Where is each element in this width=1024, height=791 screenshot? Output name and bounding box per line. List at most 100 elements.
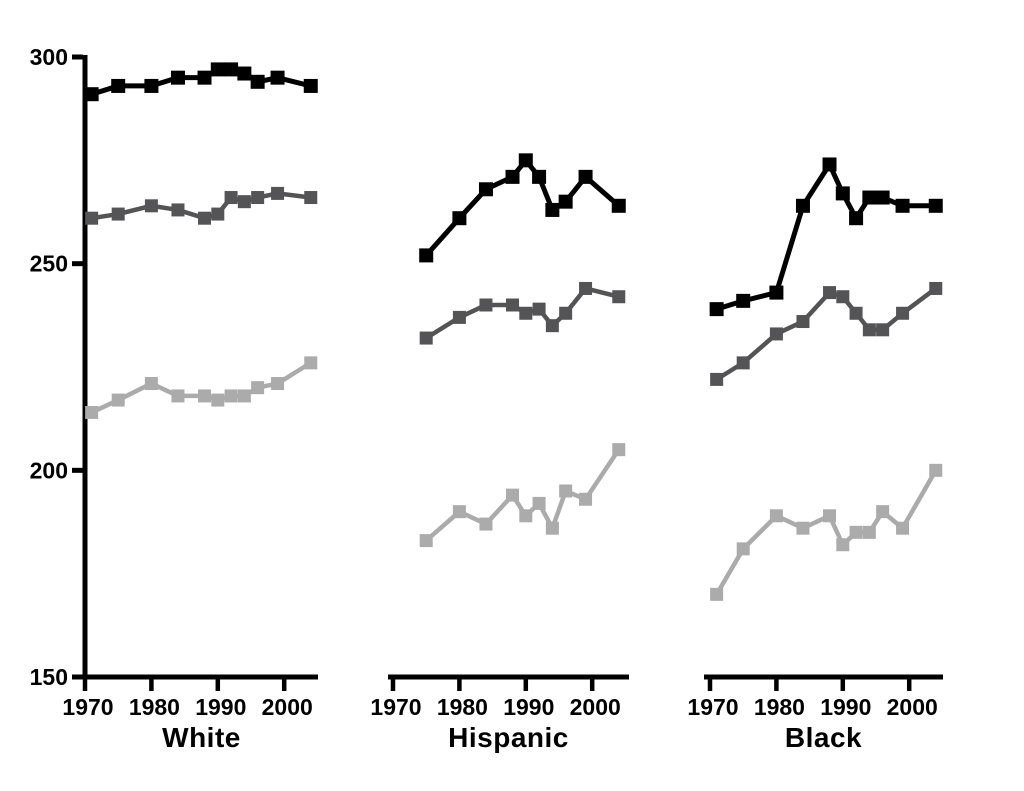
hispanic-series-light-gray: [419, 443, 626, 548]
panel-white: 1970 1980 1990 2000 White: [62, 62, 318, 753]
data-point-marker: [84, 87, 99, 102]
data-point-marker: [270, 70, 285, 85]
data-point-marker: [532, 496, 546, 510]
data-point-marker: [111, 207, 125, 221]
data-point-marker: [545, 319, 559, 333]
data-point-marker: [211, 393, 225, 407]
x-axis-tick-label: 1990: [195, 694, 246, 720]
data-point-marker: [211, 207, 225, 221]
data-point-marker: [710, 587, 724, 601]
data-point-marker: [849, 211, 864, 226]
data-point-marker: [836, 538, 850, 552]
data-point-marker: [862, 323, 876, 337]
x-axis-tick-label: 1970: [370, 694, 421, 720]
panel-black: 1970 1980 1990 2000 Black: [687, 157, 943, 753]
data-point-marker: [505, 169, 520, 184]
data-point-marker: [479, 298, 493, 312]
data-point-marker: [796, 315, 810, 329]
data-point-marker: [271, 186, 285, 200]
data-point-marker: [303, 78, 318, 93]
data-point-marker: [769, 327, 783, 341]
data-point-marker: [532, 302, 546, 316]
data-point-marker: [170, 70, 185, 85]
data-point-marker: [928, 198, 943, 213]
panel-label-black: Black: [785, 722, 862, 753]
data-point-marker: [835, 186, 850, 201]
x-axis-tick-label: 1980: [437, 694, 488, 720]
data-point-marker: [144, 199, 158, 213]
data-point-marker: [795, 198, 810, 213]
y-axis: 150 200 250 300: [30, 44, 88, 690]
x-axis-tick-label: 2000: [570, 694, 621, 720]
data-point-marker: [769, 509, 783, 523]
data-point-marker: [250, 74, 265, 89]
data-point-marker: [251, 381, 265, 395]
data-point-marker: [171, 389, 185, 403]
black-series-dark-gray: [710, 281, 943, 386]
data-point-marker: [251, 191, 265, 205]
series-line-dark-gray: [425, 285, 620, 340]
data-point-marker: [111, 393, 125, 407]
x-axis-tick-label: 2000: [887, 694, 938, 720]
data-point-marker: [896, 306, 910, 320]
series-line-black: [424, 156, 621, 258]
data-point-marker: [224, 191, 238, 205]
data-point-marker: [736, 356, 750, 370]
data-point-marker: [929, 463, 943, 477]
data-point-marker: [875, 190, 890, 205]
data-point-marker: [271, 377, 285, 391]
data-point-marker: [452, 310, 466, 324]
data-point-marker: [796, 521, 810, 535]
data-point-marker: [578, 169, 593, 184]
data-point-marker: [579, 492, 593, 506]
data-point-marker: [849, 525, 863, 539]
x-axis-tick-label: 1970: [687, 694, 738, 720]
data-point-marker: [896, 521, 910, 535]
x-axis-tick-label: 1990: [820, 694, 871, 720]
data-point-marker: [559, 306, 573, 320]
data-point-marker: [210, 62, 225, 77]
data-point-marker: [506, 298, 520, 312]
white-series-light-gray: [85, 356, 318, 419]
data-point-marker: [85, 405, 99, 419]
data-point-marker: [198, 211, 212, 225]
data-point-marker: [611, 198, 626, 213]
white-series-black: [84, 62, 318, 102]
series-line-light-gray: [424, 448, 621, 543]
y-axis-tick-label: 300: [30, 44, 68, 70]
data-point-marker: [736, 542, 750, 556]
data-point-marker: [111, 78, 126, 93]
data-point-marker: [224, 62, 239, 77]
data-point-marker: [419, 331, 433, 345]
data-point-marker: [579, 281, 593, 295]
data-point-marker: [171, 203, 185, 217]
white-series-dark-gray: [85, 186, 318, 225]
data-point-marker: [709, 302, 724, 317]
data-point-marker: [849, 306, 863, 320]
data-point-marker: [452, 211, 467, 226]
data-point-marker: [144, 377, 158, 391]
data-point-marker: [419, 248, 434, 263]
x-axis-tick-label: 2000: [262, 694, 313, 720]
data-point-marker: [862, 525, 876, 539]
data-point-marker: [558, 194, 573, 209]
panel-label-white: White: [162, 722, 241, 753]
y-axis-tick-label: 250: [30, 251, 68, 277]
data-point-marker: [545, 521, 559, 535]
data-point-marker: [304, 356, 318, 370]
x-axis-tick-label: 1990: [503, 694, 554, 720]
y-axis-tick-label: 200: [30, 457, 68, 483]
data-point-marker: [198, 389, 212, 403]
data-point-marker: [736, 293, 751, 308]
data-point-marker: [532, 169, 547, 184]
data-point-marker: [769, 285, 784, 300]
data-point-marker: [545, 202, 560, 217]
black-series-light-gray: [710, 463, 943, 601]
data-point-marker: [197, 70, 212, 85]
data-point-marker: [612, 290, 626, 304]
data-point-marker: [519, 306, 533, 320]
x-axis-tick-label: 1980: [754, 694, 805, 720]
